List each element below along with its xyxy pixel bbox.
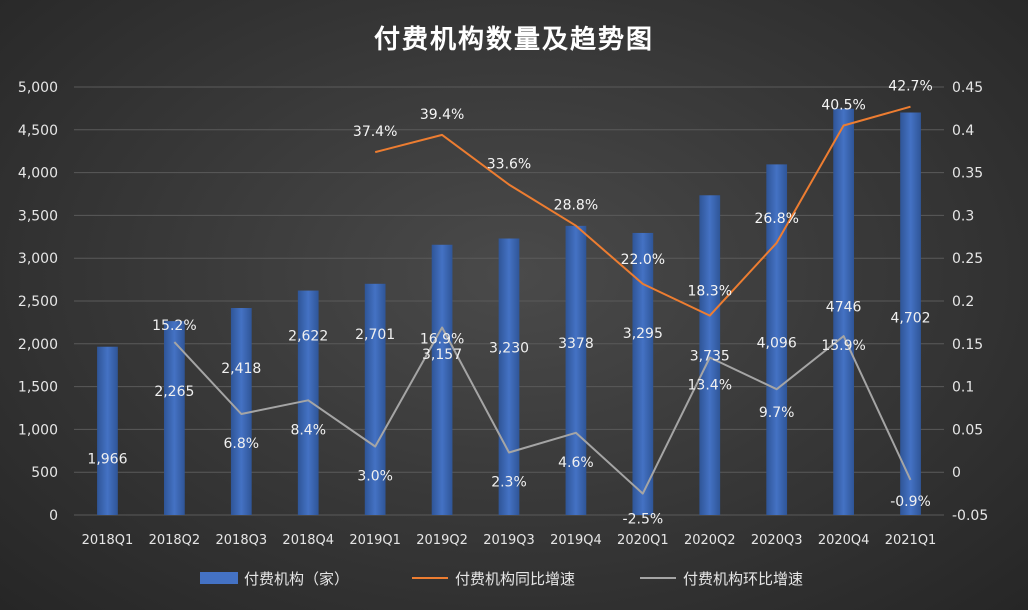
x-tick-label: 2018Q3 — [216, 533, 268, 548]
bar — [900, 112, 921, 516]
y-right-tick-label: 0.1 — [952, 380, 974, 396]
bar-value-label: 2,418 — [221, 361, 261, 377]
qoq-value-label: 4.6% — [558, 455, 594, 471]
yoy-value-label: 42.7% — [888, 79, 932, 95]
bar — [364, 283, 386, 515]
qoq-value-label: 16.9% — [420, 332, 464, 348]
bar-value-label: 3378 — [558, 336, 594, 352]
bar-value-label: 1,966 — [87, 452, 127, 468]
x-tick-label: 2018Q1 — [82, 533, 134, 548]
yoy-value-label: 22.0% — [621, 252, 665, 268]
chart-title: 付费机构数量及趋势图 — [374, 25, 654, 55]
bar — [431, 244, 453, 515]
y-right-tick-label: 0.05 — [952, 422, 983, 438]
bar-value-label: 3,230 — [489, 341, 529, 357]
y-left-tick-label: 5,000 — [18, 80, 58, 96]
x-tick-label: 2020Q4 — [818, 533, 870, 548]
bar-value-label: 2,701 — [355, 327, 395, 343]
legend: 付费机构（家） 付费机构同比增速 付费机构环比增速 — [200, 570, 803, 588]
qoq-value-label: 2.3% — [491, 475, 527, 491]
bar — [565, 225, 587, 515]
qoq-value-label: 6.8% — [224, 436, 260, 452]
yoy-value-label: 28.8% — [554, 198, 598, 214]
y-right-tick-label: 0.15 — [952, 337, 983, 353]
x-tick-label: 2019Q1 — [349, 533, 401, 548]
qoq-growth-line — [173, 326, 912, 495]
legend-label-bar: 付费机构（家） — [244, 570, 349, 588]
bar — [498, 238, 520, 515]
qoq-value-label: -0.9% — [890, 494, 931, 510]
x-tick-label: 2019Q4 — [550, 533, 602, 548]
bar-value-label: 3,157 — [422, 347, 462, 363]
bar — [230, 308, 252, 515]
x-tick-label: 2019Q2 — [416, 533, 468, 548]
yoy-value-label: 26.8% — [754, 211, 798, 227]
qoq-value-label: -2.5% — [623, 512, 664, 528]
bar — [164, 321, 185, 515]
yoy-growth-line — [374, 105, 911, 317]
y-right-tick-label: 0.2 — [952, 294, 974, 310]
y-left-tick-label: 1,500 — [18, 380, 58, 396]
y-left-tick-label: 3,000 — [18, 251, 58, 267]
x-tick-label: 2020Q3 — [751, 533, 803, 548]
bar — [297, 290, 319, 515]
y-right-tick-label: 0.4 — [952, 123, 974, 139]
bar-series — [97, 108, 921, 516]
yoy-value-label: 18.3% — [688, 284, 732, 300]
y-left-tick-label: 4,500 — [18, 123, 58, 139]
y-right-tick-label: 0.25 — [952, 251, 983, 267]
axes: 0 500 1,000 1,500 2,000 2,500 3,000 3,500 4,000 4… — [18, 80, 988, 548]
bar — [632, 232, 654, 515]
x-tick-label: 2019Q3 — [483, 533, 535, 548]
bar-value-label: 4746 — [826, 300, 862, 316]
x-tick-label: 2018Q2 — [149, 533, 201, 548]
bar — [699, 195, 721, 515]
y-right-tick-label: 0 — [952, 465, 961, 481]
y-left-tick-label: 1,000 — [18, 422, 58, 438]
yoy-value-label: 37.4% — [353, 124, 397, 140]
legend-swatch-bar — [200, 572, 238, 584]
legend-label-yoy: 付费机构同比增速 — [455, 570, 575, 588]
bar — [766, 164, 788, 516]
bar-value-label: 4,702 — [890, 311, 930, 327]
x-tick-label: 2020Q1 — [617, 533, 669, 548]
x-tick-label: 2021Q1 — [885, 533, 937, 548]
qoq-value-label: 8.4% — [290, 422, 326, 438]
y-left-tick-label: 2,500 — [18, 294, 58, 310]
yoy-value-label: 40.5% — [821, 98, 865, 114]
y-left-tick-label: 2,000 — [18, 337, 58, 353]
bar-value-label: 4,096 — [757, 335, 797, 351]
bar — [97, 346, 118, 515]
bar-value-label: 2,265 — [154, 384, 194, 400]
y-left-tick-label: 0 — [49, 508, 58, 524]
qoq-value-label: 13.4% — [688, 377, 732, 393]
y-left-tick-label: 3,500 — [18, 208, 58, 224]
y-right-tick-label: 0.3 — [952, 208, 974, 224]
qoq-value-label: 3.0% — [357, 469, 393, 485]
y-right-tick-label: -0.05 — [952, 508, 988, 524]
x-tick-label: 2020Q2 — [684, 533, 736, 548]
bar-value-label: 3,295 — [623, 326, 663, 342]
bar — [833, 108, 854, 515]
y-right-tick-label: 0.45 — [952, 80, 983, 96]
y-right-tick-label: 0.35 — [952, 166, 983, 182]
qoq-value-label: 15.2% — [152, 318, 196, 334]
y-left-tick-label: 500 — [31, 465, 58, 481]
qoq-value-label: 15.9% — [821, 338, 865, 354]
qoq-value-label: 9.7% — [759, 405, 795, 421]
y-left-tick-label: 4,000 — [18, 166, 58, 182]
line-series — [173, 105, 912, 495]
data-labels: 1,966 2,265 2,418 2,622 2,701 3,157 3,230 3378 3… — [87, 79, 932, 528]
bar-value-label: 2,622 — [288, 329, 328, 345]
yoy-value-label: 39.4% — [420, 107, 464, 123]
bar-value-label: 3,735 — [690, 348, 730, 364]
x-tick-label: 2018Q4 — [282, 533, 334, 548]
legend-label-qoq: 付费机构环比增速 — [683, 570, 803, 588]
yoy-value-label: 33.6% — [487, 157, 531, 173]
